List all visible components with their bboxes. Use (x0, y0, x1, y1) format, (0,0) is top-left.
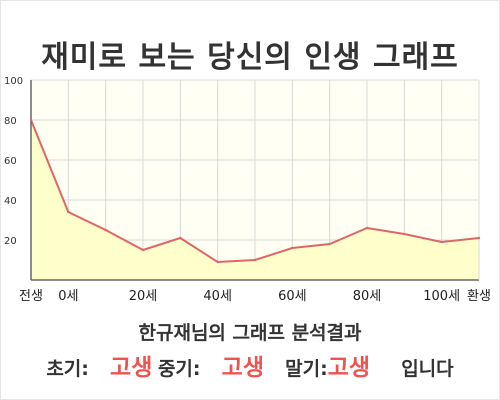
data-point (141, 248, 145, 252)
data-point (403, 232, 406, 236)
data-point (477, 236, 481, 240)
stage-middle-label: 중기: (157, 358, 201, 380)
life-area-fill (31, 120, 479, 280)
data-point (253, 258, 257, 262)
x-tick-labels: 전생 0세 20세 40세 60세 80세 100세 환생 (19, 289, 491, 304)
stage-results: 초기: 고생 중기: 고생 말기:고생 입니다 (0, 348, 500, 382)
y-tick-label: 80 (4, 116, 17, 127)
x-tick-label: 전생 (19, 289, 43, 304)
data-point (291, 246, 294, 250)
data-point (67, 210, 70, 214)
stage-early-label: 초기: (46, 358, 89, 380)
y-tick-label: 100 (4, 76, 23, 87)
stage-late-label: 말기: (285, 358, 328, 380)
page-title: 재미로 보는 당신의 인생 그래프 (41, 40, 459, 75)
x-tick-label: 20세 (129, 289, 158, 304)
y-tick-labels: 20 40 60 80 100 (4, 76, 23, 247)
axes (30, 80, 480, 281)
stage-late-value: 고생 (327, 355, 371, 381)
y-tick-label: 40 (4, 196, 17, 207)
data-point (440, 240, 443, 244)
data-points (29, 118, 481, 264)
data-point (104, 228, 107, 232)
y-tick-label: 60 (4, 156, 17, 167)
x-tick-label: 80세 (353, 289, 382, 304)
x-tick-label: 40세 (203, 289, 232, 304)
data-point (365, 226, 369, 230)
data-point (328, 242, 331, 246)
closing-text: 입니다 (401, 358, 454, 380)
x-tick-label: 100세 (423, 289, 460, 304)
data-point (216, 260, 219, 264)
stage-early-value: 고생 (110, 355, 153, 381)
data-point (29, 118, 33, 122)
data-point (179, 236, 182, 240)
x-tick-label: 환생 (467, 289, 491, 304)
y-tick-label: 20 (4, 236, 17, 247)
x-tick-label: 60세 (278, 289, 307, 304)
x-tick-label: 0세 (58, 289, 78, 304)
analysis-summary: 한규재님의 그래프 분석결과 (138, 322, 362, 344)
stage-middle-value: 고생 (221, 355, 264, 381)
